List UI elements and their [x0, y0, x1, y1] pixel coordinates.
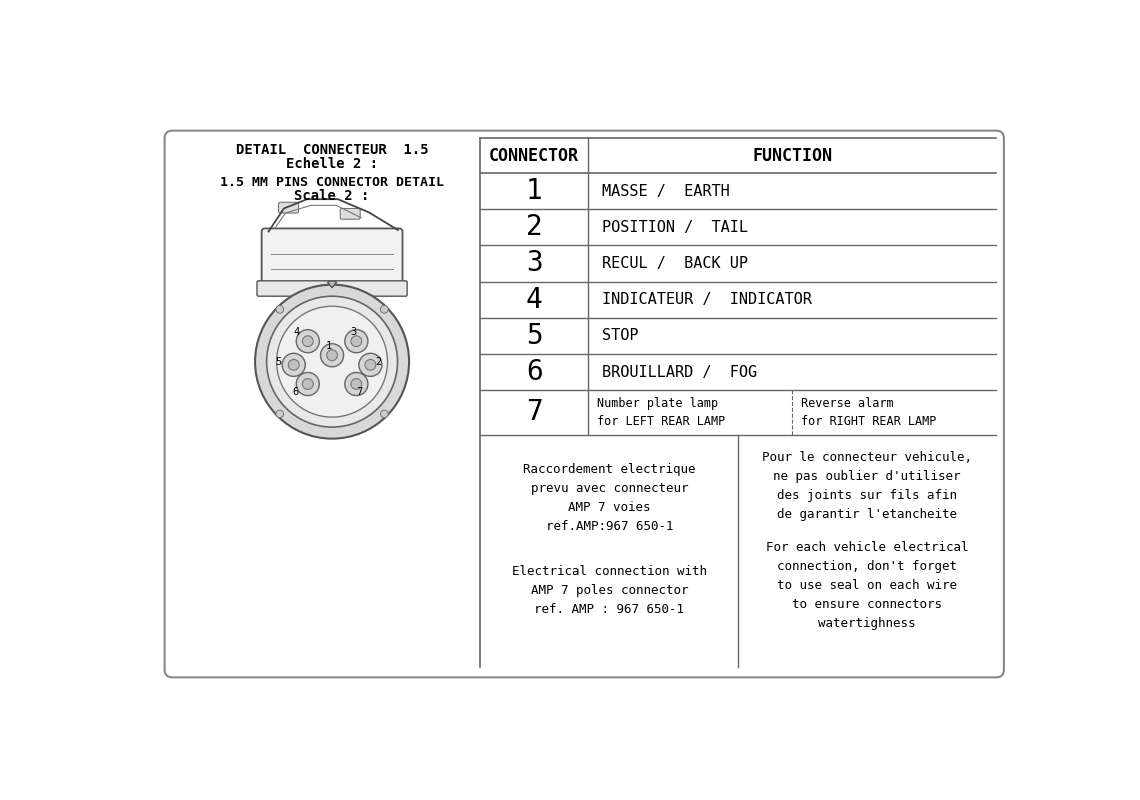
- FancyBboxPatch shape: [261, 229, 402, 287]
- Wedge shape: [327, 281, 336, 288]
- Circle shape: [283, 354, 306, 376]
- Circle shape: [381, 306, 389, 314]
- Text: 7: 7: [357, 386, 363, 397]
- Circle shape: [344, 330, 368, 353]
- Text: Raccordement electrique
prevu avec connecteur
AMP 7 voies
ref.AMP:967 650-1: Raccordement electrique prevu avec conne…: [523, 462, 695, 533]
- Text: INDICATEUR /  INDICATOR: INDICATEUR / INDICATOR: [602, 292, 812, 307]
- FancyBboxPatch shape: [164, 130, 1004, 678]
- Text: 3: 3: [350, 327, 357, 337]
- Circle shape: [296, 330, 319, 353]
- Circle shape: [344, 373, 368, 395]
- Circle shape: [351, 378, 361, 390]
- Circle shape: [320, 344, 343, 367]
- Text: FUNCTION: FUNCTION: [752, 146, 832, 165]
- Text: 1: 1: [526, 177, 543, 205]
- Circle shape: [381, 410, 389, 418]
- Text: MASSE /  EARTH: MASSE / EARTH: [602, 183, 730, 198]
- FancyBboxPatch shape: [340, 209, 360, 219]
- Text: STOP: STOP: [602, 328, 638, 343]
- Text: 2: 2: [375, 357, 381, 366]
- Circle shape: [277, 306, 388, 417]
- Circle shape: [302, 336, 314, 346]
- Circle shape: [267, 296, 398, 427]
- Circle shape: [276, 306, 284, 314]
- Circle shape: [327, 350, 337, 361]
- Text: Electrical connection with
AMP 7 poles connector
ref. AMP : 967 650-1: Electrical connection with AMP 7 poles c…: [512, 565, 707, 616]
- Text: CONNECTOR: CONNECTOR: [489, 146, 579, 165]
- Circle shape: [288, 359, 299, 370]
- Circle shape: [359, 354, 382, 376]
- Circle shape: [365, 359, 376, 370]
- FancyBboxPatch shape: [278, 202, 299, 213]
- Text: POSITION /  TAIL: POSITION / TAIL: [602, 220, 748, 234]
- Text: Number plate lamp
for LEFT REAR LAMP: Number plate lamp for LEFT REAR LAMP: [597, 397, 725, 428]
- Text: BROUILLARD /  FOG: BROUILLARD / FOG: [602, 365, 757, 379]
- Text: 7: 7: [526, 398, 543, 426]
- Circle shape: [351, 336, 361, 346]
- Text: 6: 6: [526, 358, 543, 386]
- Text: 1.5 MM PINS CONNECTOR DETAIL: 1.5 MM PINS CONNECTOR DETAIL: [220, 176, 445, 189]
- Text: 6: 6: [292, 386, 299, 397]
- Text: For each vehicle electrical
connection, don't forget
to use seal on each wire
to: For each vehicle electrical connection, …: [766, 542, 969, 630]
- Text: 5: 5: [526, 322, 543, 350]
- Text: Echelle 2 :: Echelle 2 :: [286, 157, 378, 170]
- Text: Reverse alarm
for RIGHT REAR LAMP: Reverse alarm for RIGHT REAR LAMP: [801, 397, 937, 428]
- Text: 3: 3: [526, 250, 543, 278]
- Text: 1: 1: [326, 341, 332, 351]
- Circle shape: [296, 373, 319, 395]
- Circle shape: [276, 410, 284, 418]
- FancyBboxPatch shape: [256, 281, 407, 296]
- Text: DETAIL  CONNECTEUR  1.5: DETAIL CONNECTEUR 1.5: [236, 143, 429, 157]
- Text: RECUL /  BACK UP: RECUL / BACK UP: [602, 256, 748, 271]
- Circle shape: [255, 285, 409, 438]
- Circle shape: [302, 378, 314, 390]
- Text: 2: 2: [526, 214, 543, 242]
- Text: 4: 4: [526, 286, 543, 314]
- Text: 4: 4: [294, 327, 300, 337]
- Text: Scale 2 :: Scale 2 :: [294, 189, 369, 203]
- Text: Pour le connecteur vehicule,
ne pas oublier d'utiliser
des joints sur fils afin
: Pour le connecteur vehicule, ne pas oubl…: [763, 451, 972, 521]
- Text: 5: 5: [275, 357, 282, 366]
